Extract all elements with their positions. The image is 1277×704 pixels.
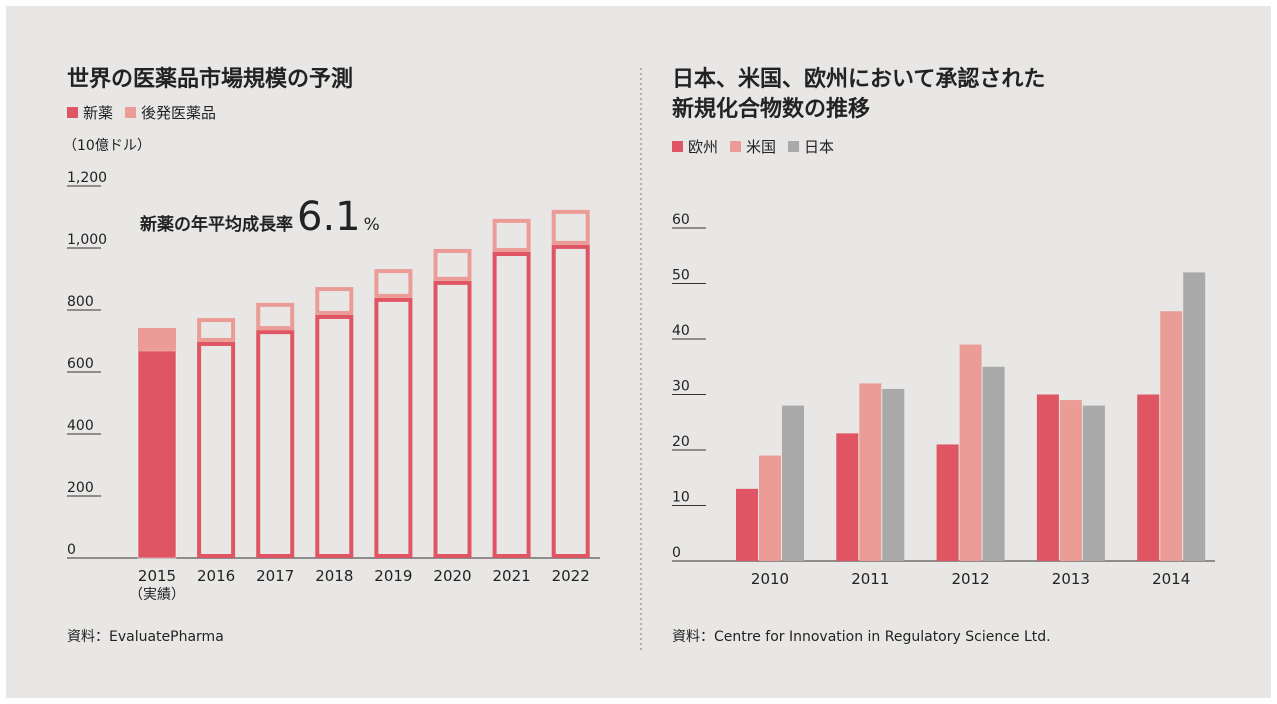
bar <box>551 244 590 558</box>
bar <box>782 405 804 561</box>
x-tick-label: 2014 <box>1152 570 1190 588</box>
bar <box>1059 400 1082 561</box>
bar <box>1137 394 1160 561</box>
source: 資料：EvaluatePharma <box>67 629 224 645</box>
bar <box>551 209 590 245</box>
bar <box>315 287 354 315</box>
bar <box>836 433 859 561</box>
source: 資料：Centre for Innovation in Regulatory S… <box>672 629 1051 645</box>
y-tick-label: 400 <box>67 418 94 434</box>
bar <box>256 302 295 331</box>
x-tick-label: 2010 <box>751 570 789 588</box>
chart-title: 世界の医薬品市場規模の予測 <box>67 66 353 92</box>
y-tick-label: 0 <box>672 545 681 561</box>
bar <box>138 327 176 351</box>
legend-swatch <box>730 141 742 152</box>
x-tick-label: 2011 <box>851 570 889 588</box>
x-tick-label: 2018 <box>315 567 353 585</box>
bar <box>982 366 1005 561</box>
bar <box>256 330 295 558</box>
legend-swatch <box>788 141 800 152</box>
y-tick-label: 60 <box>672 212 690 228</box>
y-tick-label: 1,000 <box>67 232 107 248</box>
y-tick-label: 10 <box>672 490 690 506</box>
y-tick-label: 200 <box>67 480 94 496</box>
bar <box>197 318 236 342</box>
y-tick-label: 40 <box>672 323 690 339</box>
bar <box>859 383 882 561</box>
y-tick-label: 20 <box>672 434 690 450</box>
x-tick-label: 2015 <box>138 567 176 585</box>
x-tick-label: 2012 <box>952 570 990 588</box>
bar <box>882 388 905 561</box>
bar <box>433 248 472 281</box>
x-tick-label: 2017 <box>256 567 294 585</box>
annotation-value: 6.1 <box>297 194 361 240</box>
bar <box>492 218 531 253</box>
bar <box>1183 272 1206 561</box>
legend-label: 米国 <box>746 138 776 156</box>
bar <box>433 280 472 558</box>
y-tick-label: 30 <box>672 379 690 395</box>
x-tick-label: 2016 <box>197 567 235 585</box>
bar <box>137 350 177 559</box>
x-tick-note: （実績） <box>129 587 185 603</box>
x-tick-label: 2022 <box>552 567 590 585</box>
annotation: 新薬の年平均成長率 6.1% <box>140 194 380 240</box>
annotation-unit: % <box>364 215 380 235</box>
bar <box>736 488 758 561</box>
bar <box>492 252 531 558</box>
x-tick-label: 2021 <box>493 567 531 585</box>
y-tick-label: 600 <box>67 356 94 372</box>
y-tick-label: 800 <box>67 294 94 310</box>
legend-label: 欧州 <box>688 138 718 156</box>
annotation-text: 新薬の年平均成長率 <box>140 214 293 235</box>
x-tick-label: 2019 <box>374 567 412 585</box>
x-tick-label: 2020 <box>433 567 471 585</box>
bar <box>374 269 413 298</box>
y-tick-label: 0 <box>67 542 76 558</box>
background <box>6 6 1271 698</box>
legend-swatch <box>672 141 683 152</box>
chart-title: 新規化合物数の推移 <box>672 96 870 122</box>
bar <box>936 444 959 561</box>
y-tick-label: 1,200 <box>67 170 107 186</box>
legend-label: 新薬 <box>83 104 113 122</box>
bar <box>197 341 236 558</box>
bar <box>959 344 982 561</box>
bar <box>759 455 781 561</box>
legend-label: 後発医薬品 <box>141 104 216 122</box>
bar <box>1160 311 1183 561</box>
legend-label: 日本 <box>804 138 834 156</box>
chart-title: 日本、米国、欧州において承認された <box>672 66 1045 92</box>
legend-swatch <box>125 107 137 118</box>
bar <box>374 297 413 558</box>
bar <box>1082 405 1105 561</box>
y-tick-label: 50 <box>672 268 690 284</box>
bar <box>1036 394 1059 561</box>
y-axis-label: （10億ドル） <box>63 138 151 154</box>
bar <box>315 314 354 558</box>
legend-swatch <box>67 107 78 118</box>
x-tick-label: 2013 <box>1052 570 1090 588</box>
